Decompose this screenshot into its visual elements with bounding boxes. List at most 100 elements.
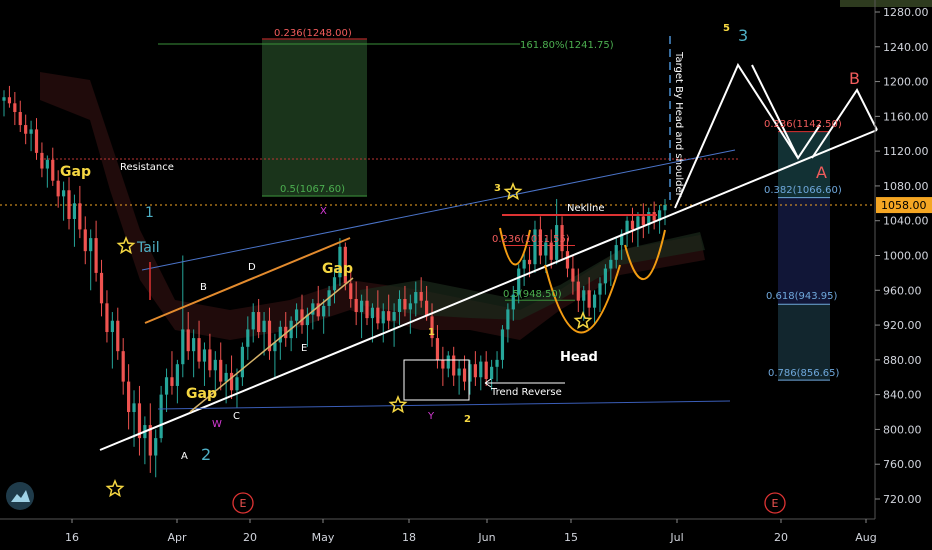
fib-label: 0.236(1248.00)	[274, 28, 352, 39]
fib-box-upper	[262, 39, 367, 197]
candle-body	[343, 246, 347, 284]
candle-body	[657, 210, 662, 221]
candle-body	[397, 298, 402, 313]
projection-wave-3	[811, 88, 878, 159]
candle-body	[213, 359, 217, 371]
candle-body	[387, 311, 391, 321]
candle-body	[18, 112, 22, 126]
candle-body	[13, 103, 17, 113]
left-shoulder-curve	[499, 227, 531, 266]
candle-body	[614, 245, 618, 260]
candle-body	[430, 316, 434, 339]
event-marker-label: E	[772, 497, 779, 510]
candle-body	[2, 97, 6, 101]
candle-body	[316, 303, 320, 317]
fib-label: 0.5(1067.60)	[280, 184, 345, 195]
event-marker-icon	[764, 492, 786, 514]
star-icon	[503, 182, 523, 201]
candle-body	[56, 180, 60, 197]
candle-body	[414, 292, 418, 304]
candle-body	[159, 394, 163, 439]
candle-body	[419, 292, 423, 301]
candle-body	[555, 225, 559, 260]
candle-body	[479, 361, 483, 378]
y-tick-label: 1280.00	[883, 6, 929, 19]
candle-body	[148, 425, 152, 456]
candle-body	[392, 312, 396, 321]
candle-body	[94, 238, 98, 273]
candle-body	[349, 283, 353, 299]
y-tick-label: 1000.00	[883, 250, 929, 263]
candle-body	[376, 307, 380, 324]
annotation-label: B	[200, 282, 207, 293]
annotation-label: Trend Reverse	[490, 387, 562, 398]
candle-body	[175, 364, 179, 386]
candle-body	[625, 220, 629, 234]
annotation-label: Resistance	[120, 162, 174, 173]
candle-body	[663, 205, 667, 211]
y-tick-label: 920.00	[883, 319, 922, 332]
candle-body	[598, 283, 602, 295]
candle-body	[72, 203, 77, 219]
annotation-label: Nekline	[567, 203, 604, 214]
annotation-label: Gap	[322, 261, 353, 277]
star-icon	[105, 479, 125, 498]
candle-body	[544, 242, 548, 256]
annotation-label: X	[320, 206, 327, 217]
candle-body	[257, 312, 261, 333]
candle-body	[267, 320, 272, 352]
candle-body	[262, 320, 266, 333]
candle-body	[636, 216, 640, 230]
current-price-label: 1058.00	[881, 199, 927, 212]
candle-body	[484, 361, 488, 379]
candle-body	[381, 311, 385, 324]
candle-body	[527, 259, 532, 265]
candle-body	[365, 300, 369, 319]
annotation-label: Head	[560, 350, 598, 365]
candle-body	[435, 338, 440, 360]
annotation-label: Y	[427, 411, 435, 422]
candle-body	[294, 309, 299, 321]
x-tick-label: Apr	[167, 531, 187, 544]
candle-body	[235, 377, 239, 391]
head-curve	[544, 264, 621, 334]
candle-body	[7, 97, 12, 104]
fib-label: 0.786(856.65)	[768, 368, 840, 379]
candle-body	[132, 403, 136, 413]
candle-body	[533, 229, 537, 265]
candle-body	[192, 338, 196, 352]
candle-body	[359, 300, 364, 313]
candle-body	[500, 329, 505, 360]
x-tick-label: Aug	[855, 531, 876, 544]
candle-body	[647, 212, 651, 226]
y-tick-label: 1240.00	[883, 41, 929, 54]
candle-body	[425, 300, 429, 317]
y-tick-label: 1160.00	[883, 110, 929, 123]
current-price-tag	[876, 197, 932, 214]
projection-wave-2	[751, 64, 799, 159]
fib-label: 0.236(1011.55)	[492, 234, 570, 245]
candle-body	[311, 303, 315, 315]
annotation-label: 1	[145, 205, 154, 221]
fib-label: 0.5(948.50)	[503, 289, 562, 300]
annotation-label: 2	[464, 414, 471, 425]
candle-body	[246, 329, 250, 347]
x-tick-label: May	[312, 531, 335, 544]
fib-label: 161.80%(1241.75)	[520, 40, 614, 51]
right-shoulder-curve	[624, 229, 666, 280]
candle-body	[468, 364, 472, 382]
fib-box-right-3	[778, 304, 830, 381]
annotation-label: 5	[723, 23, 730, 34]
candle-body	[408, 303, 412, 310]
candle-body	[630, 220, 635, 230]
y-tick-label: 1120.00	[883, 145, 929, 158]
candle-body	[29, 129, 33, 134]
candle-body	[61, 190, 66, 197]
candle-body	[332, 277, 337, 291]
candle-body	[164, 377, 169, 395]
candle-body	[116, 320, 120, 352]
candle-body	[592, 294, 597, 308]
fib-box-right-2	[778, 197, 830, 305]
x-tick-label: Jun	[477, 531, 495, 544]
